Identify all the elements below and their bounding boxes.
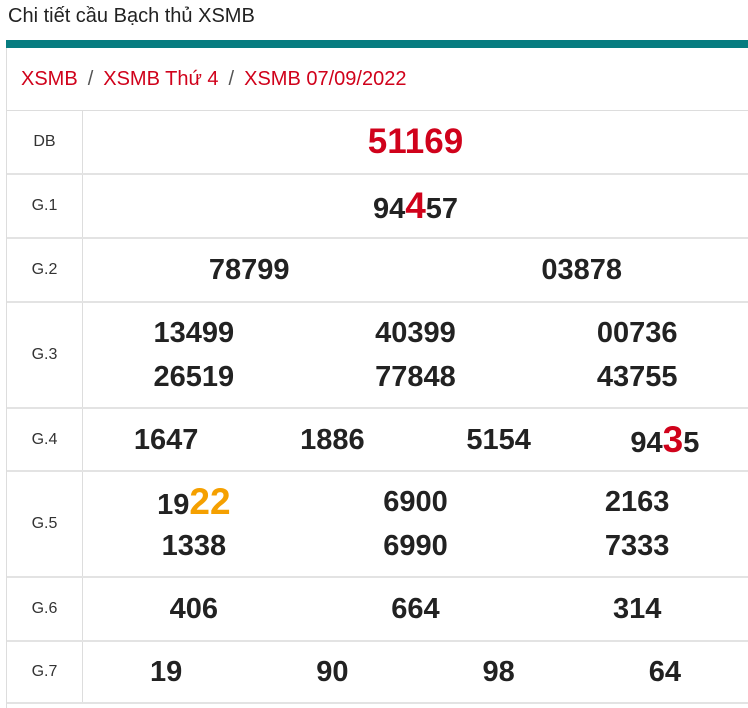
prize-number: 13499: [83, 311, 305, 355]
page-title: Chi tiết cầu Bạch thủ XSMB: [8, 5, 255, 27]
digits: 57: [425, 193, 459, 225]
prize-number: 2163: [526, 480, 748, 524]
prize-row: DB 51169: [7, 111, 748, 175]
breadcrumb-date[interactable]: XSMB 07/09/2022: [244, 67, 407, 90]
prize-row: G.2 78799 03878: [7, 239, 748, 303]
prize-number: 26519: [83, 355, 305, 399]
digits: 19: [149, 656, 183, 688]
digits: 94: [372, 193, 406, 225]
prize-number: 6900: [305, 480, 527, 524]
prize-number: 43755: [526, 355, 748, 399]
prize-row: G.3 13499 40399 00736 26519 77848 43755: [7, 303, 748, 409]
digits: 40399: [375, 317, 456, 349]
digits: 1647: [133, 423, 199, 456]
prize-label: G.4: [7, 409, 83, 470]
digits: 43755: [596, 361, 678, 393]
header-bar: [6, 40, 748, 48]
digits: 03878: [541, 254, 623, 286]
prize-number: 19: [83, 650, 249, 694]
digits: 2163: [604, 486, 670, 518]
breadcrumb-separator: /: [87, 67, 94, 90]
prize-number: 5154: [416, 418, 582, 462]
breadcrumb-weekday[interactable]: XSMB Thứ 4: [103, 67, 219, 90]
digits: 64: [648, 656, 681, 688]
digits: 77848: [375, 361, 456, 393]
digits: 78799: [208, 254, 290, 286]
prize-label: G.2: [7, 239, 83, 301]
prize-number: 00736: [526, 311, 748, 355]
prize-number: 1338: [83, 524, 305, 568]
prize-number: 77848: [305, 355, 527, 399]
digits: 98: [482, 656, 515, 688]
prize-number: 94 3 5: [582, 418, 748, 462]
breadcrumb-separator: /: [228, 67, 235, 90]
prize-number: 98: [416, 650, 582, 694]
digits: 1338: [161, 530, 227, 562]
prize-number: 03878: [416, 248, 748, 292]
digits: 51169: [367, 122, 464, 161]
prize-number: 1647: [83, 418, 249, 462]
prize-number: 40399: [305, 311, 527, 355]
digits: 19: [157, 489, 190, 521]
digits: 6990: [383, 530, 448, 562]
digits: 1886: [300, 423, 365, 456]
prize-label: G.6: [7, 578, 83, 640]
prize-row: G.4 1647 1886 5154 94 3 5: [7, 409, 748, 472]
prize-number: 78799: [83, 248, 416, 292]
prize-number: 314: [526, 587, 748, 631]
breadcrumb: XSMB / XSMB Thứ 4 / XSMB 07/09/2022: [7, 48, 748, 111]
prize-number: 664: [305, 587, 527, 631]
results-panel: XSMB / XSMB Thứ 4 / XSMB 07/09/2022 DB 5116…: [6, 48, 748, 708]
digits: 6900: [383, 486, 448, 518]
prize-number: 7333: [526, 524, 748, 568]
prize-label: G.1: [7, 175, 83, 237]
digits: 90: [316, 656, 349, 688]
digits: 13499: [153, 317, 235, 349]
prize-row: G.1 94 4 57: [7, 175, 748, 239]
prize-number: 94 4 57: [83, 184, 748, 228]
digits: 314: [612, 593, 662, 625]
digits: 664: [391, 593, 440, 625]
prize-label: G.7: [7, 642, 83, 702]
digits: 5: [683, 426, 700, 459]
digits: 00736: [596, 317, 678, 349]
prize-row: G.7 19 90 98 64: [7, 642, 748, 704]
digits: 94: [630, 426, 663, 459]
highlighted-digits: 3: [662, 418, 684, 460]
digits: 26519: [153, 361, 235, 393]
prize-label: G.3: [7, 303, 83, 407]
digits: 7333: [604, 530, 670, 562]
prize-number: 6990: [305, 524, 527, 568]
prize-number: 19 22: [83, 480, 305, 524]
prize-number: 64: [582, 650, 748, 694]
digits: 5154: [466, 423, 531, 456]
prize-label: G.5: [7, 472, 83, 576]
breadcrumb-xsmb[interactable]: XSMB: [21, 67, 78, 90]
prize-number: 90: [249, 650, 415, 694]
prize-number: 1886: [249, 418, 415, 462]
prize-number: 406: [83, 587, 305, 631]
prize-number: 51169: [83, 120, 748, 164]
prize-row: G.6 406 664 314: [7, 578, 748, 642]
results-table: DB 51169 G.1 94 4 57 G.2 78799 03878 G.3 13499 4039…: [7, 111, 748, 704]
prize-row: G.5 19 22 6900 2163 1338 6990 7333: [7, 472, 748, 578]
prize-label: DB: [7, 111, 83, 173]
highlighted-digits: 4: [405, 185, 426, 226]
digits: 406: [169, 593, 219, 625]
highlighted-digits: 22: [189, 481, 231, 522]
